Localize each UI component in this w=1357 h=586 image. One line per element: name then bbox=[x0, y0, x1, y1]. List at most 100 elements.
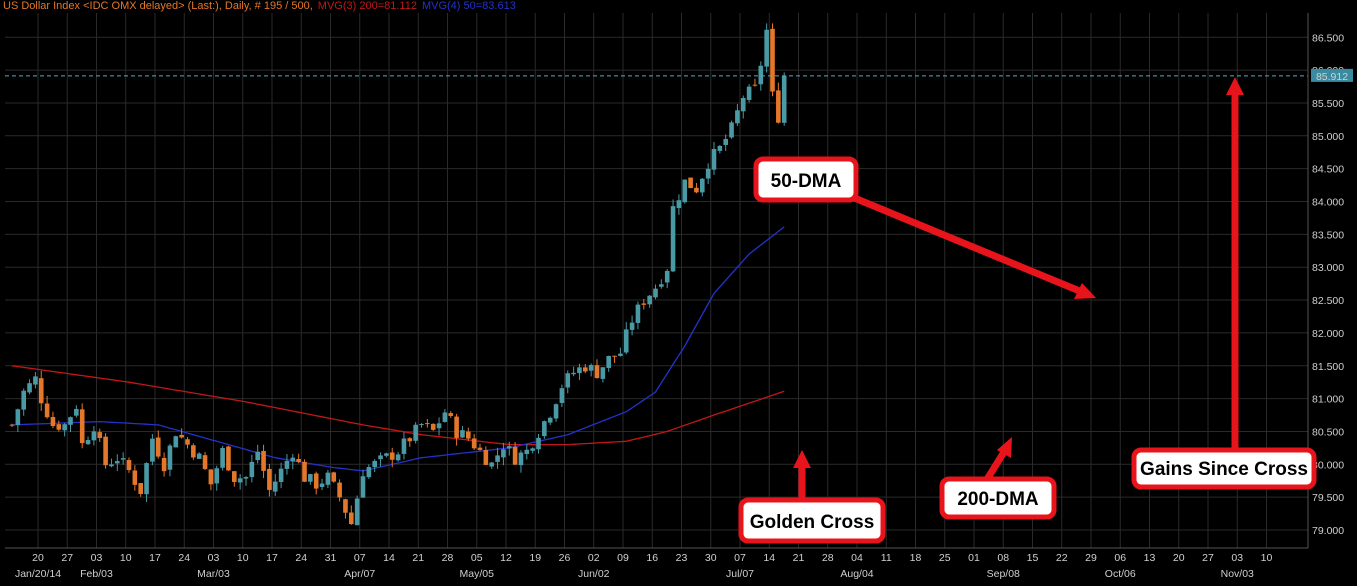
x-tick-label: 13 bbox=[1144, 552, 1156, 564]
candle-body bbox=[477, 447, 483, 450]
candle-body bbox=[758, 65, 764, 85]
candle-body bbox=[770, 28, 775, 92]
golden-cross-callout-box bbox=[738, 497, 886, 544]
x-tick-label: 19 bbox=[529, 552, 541, 564]
x-tick-label: 17 bbox=[149, 552, 161, 564]
x-month-label: Feb/03 bbox=[80, 568, 113, 580]
candle-body bbox=[740, 97, 746, 112]
candle-body bbox=[167, 445, 173, 470]
candle-body bbox=[337, 482, 342, 498]
candle-body bbox=[618, 353, 623, 356]
candle-body bbox=[530, 448, 535, 451]
candle-body bbox=[688, 177, 693, 189]
candle-body bbox=[442, 412, 448, 422]
x-tick-label: 31 bbox=[325, 552, 337, 564]
candle-body bbox=[723, 139, 728, 145]
candle-body bbox=[202, 455, 208, 470]
grid-lines bbox=[5, 13, 1308, 548]
x-tick-label: 17 bbox=[266, 552, 278, 564]
candle-body bbox=[115, 461, 120, 464]
candle-body bbox=[155, 437, 161, 457]
candle-body bbox=[583, 367, 588, 372]
candle-body bbox=[68, 417, 73, 425]
x-tick-label: 02 bbox=[588, 552, 600, 564]
x-month-label: Jul/07 bbox=[726, 568, 754, 580]
candle-body bbox=[781, 75, 787, 123]
candle-body bbox=[284, 460, 290, 469]
gains-callout-box bbox=[1131, 447, 1317, 490]
legend-ma50: MVG(4) 50=83.613 bbox=[422, 0, 516, 12]
y-tick-label: 79.500 bbox=[1312, 492, 1344, 504]
dma50-callout-text: 50-DMA bbox=[771, 171, 842, 192]
candle-body bbox=[15, 409, 21, 425]
candle-body bbox=[460, 430, 465, 438]
candle-body bbox=[126, 460, 132, 471]
x-tick-label: 10 bbox=[1261, 552, 1273, 564]
candle-body bbox=[670, 206, 676, 272]
x-tick-label: 26 bbox=[559, 552, 571, 564]
candle-body bbox=[700, 178, 705, 193]
x-tick-label: 09 bbox=[617, 552, 629, 564]
y-tick-label: 84.000 bbox=[1312, 197, 1344, 209]
candle-body bbox=[343, 499, 348, 513]
annotations: 50-DMA Golden Cross 200-DMA Gains Since … bbox=[738, 77, 1317, 544]
candle-body bbox=[97, 432, 103, 439]
x-month-label: May/05 bbox=[460, 568, 495, 580]
candle-body bbox=[272, 481, 278, 492]
golden-cross-callout-text: Golden Cross bbox=[750, 512, 875, 533]
candle-body bbox=[419, 424, 424, 426]
moving-average-lines bbox=[11, 226, 785, 472]
x-tick-label: 03 bbox=[208, 552, 220, 564]
dma50-arrow-head bbox=[1074, 283, 1096, 299]
candle-body bbox=[214, 468, 220, 484]
candle-body bbox=[501, 449, 506, 458]
candle-body bbox=[290, 457, 296, 462]
candle-body bbox=[249, 461, 255, 478]
candle-body bbox=[729, 122, 734, 138]
candle-body bbox=[27, 383, 32, 393]
y-tick-label: 80.000 bbox=[1312, 459, 1344, 471]
x-tick-label: 27 bbox=[61, 552, 73, 564]
candle-body bbox=[776, 90, 781, 123]
candle-body bbox=[395, 454, 401, 461]
candle-body bbox=[296, 459, 301, 463]
x-tick-label: 20 bbox=[32, 552, 44, 564]
candle-body bbox=[255, 451, 260, 461]
x-tick-label: 06 bbox=[1114, 552, 1126, 564]
y-tick-label: 82.500 bbox=[1312, 295, 1344, 307]
candle-body bbox=[109, 464, 114, 467]
candle-body bbox=[413, 424, 418, 441]
candle-body bbox=[226, 446, 231, 471]
x-month-label: Sep/08 bbox=[987, 568, 1020, 580]
candle-body bbox=[635, 304, 641, 323]
gains-callout-text: Gains Since Cross bbox=[1140, 459, 1308, 480]
x-month-label: Jan/20/14 bbox=[15, 568, 61, 580]
y-tick-label: 79.000 bbox=[1312, 525, 1344, 537]
dma50-callout: 50-DMA bbox=[753, 156, 859, 203]
candle-body bbox=[705, 168, 711, 179]
dma200-callout-box bbox=[939, 476, 1057, 520]
x-tick-label: 10 bbox=[120, 552, 132, 564]
candle-body bbox=[243, 477, 249, 479]
y-tick-label: 83.000 bbox=[1312, 262, 1344, 274]
candle-body bbox=[372, 460, 377, 468]
candle-body bbox=[349, 512, 354, 525]
candle-body bbox=[471, 438, 477, 449]
x-tick-label: 14 bbox=[763, 552, 775, 564]
x-tick-label: 14 bbox=[383, 552, 395, 564]
gains-callout: Gains Since Cross bbox=[1131, 447, 1317, 490]
candle-body bbox=[354, 498, 360, 526]
y-tick-label: 83.500 bbox=[1312, 229, 1344, 241]
golden-cross-callout: Golden Cross bbox=[738, 497, 886, 544]
y-tick-label: 85.500 bbox=[1312, 98, 1344, 110]
candle-body bbox=[489, 462, 494, 467]
candle-body bbox=[91, 431, 97, 441]
candle-body bbox=[647, 295, 652, 305]
candle-body bbox=[676, 200, 682, 209]
candle-body bbox=[144, 463, 149, 495]
dma200-callout-text: 200-DMA bbox=[957, 489, 1039, 510]
candle-body bbox=[74, 408, 79, 416]
candle-body bbox=[85, 439, 91, 445]
